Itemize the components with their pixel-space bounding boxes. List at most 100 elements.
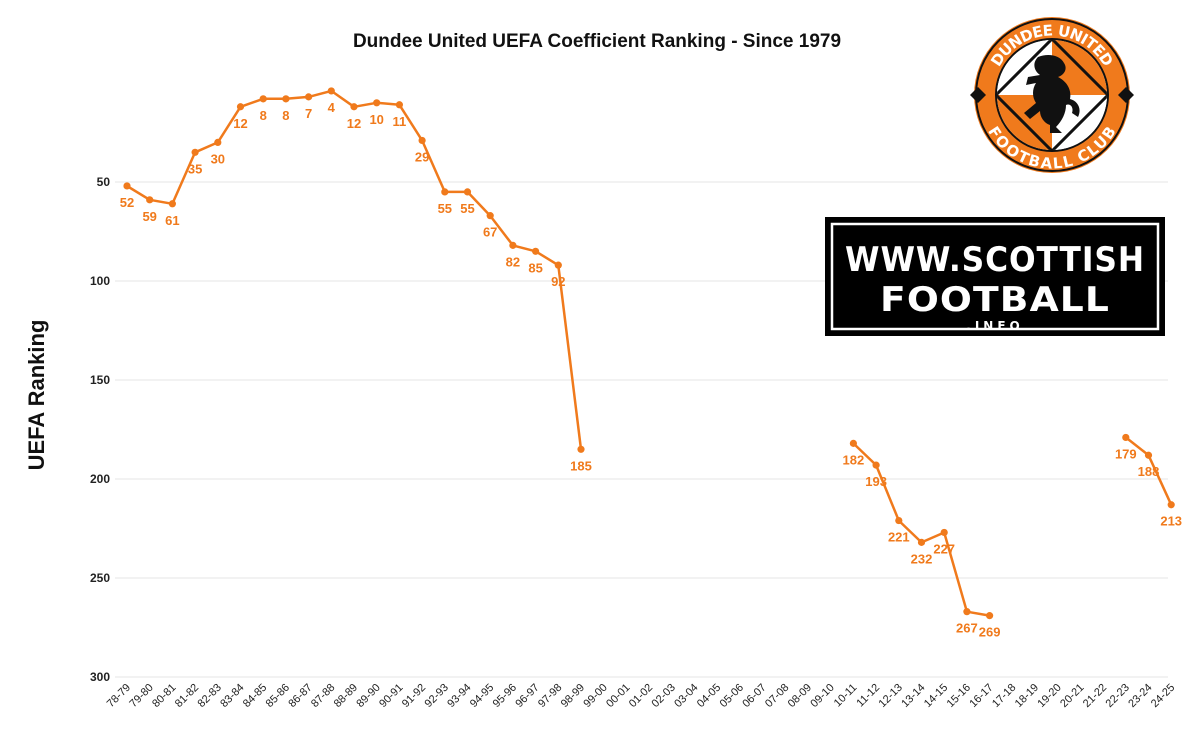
data-label: 82 (506, 254, 520, 269)
x-tick-label: 90-91 (377, 682, 405, 710)
x-tick-labels: 78-7979-8080-8181-8282-8383-8484-8585-86… (105, 682, 1178, 710)
dundee-united-crest: DUNDEE UNITED FOOTBALL CLUB (970, 17, 1134, 173)
data-point (486, 212, 494, 220)
data-label: 61 (165, 213, 179, 228)
data-label: 35 (188, 161, 202, 176)
x-tick-label: 86-87 (286, 682, 314, 710)
data-label: 12 (233, 116, 247, 131)
x-tick-label: 85-86 (264, 682, 292, 710)
x-tick-label: 02-03 (650, 682, 678, 710)
x-tick-label: 18-19 (1013, 682, 1041, 710)
data-label: 182 (843, 452, 865, 467)
data-point (509, 241, 517, 249)
x-tick-label: 20-21 (1058, 682, 1086, 710)
x-tick-label: 83-84 (218, 682, 246, 710)
brand-line2: FOOTBALL (880, 280, 1110, 320)
data-label: 227 (933, 541, 955, 556)
data-point (191, 148, 199, 156)
x-tick-label: 93-94 (445, 682, 473, 710)
data-label: 267 (956, 621, 978, 636)
x-tick-label: 99-00 (581, 682, 609, 710)
x-tick-label: 81-82 (173, 682, 201, 710)
data-label: 8 (282, 108, 289, 123)
x-tick-label: 10-11 (832, 682, 860, 710)
x-tick-label: 88-89 (332, 682, 360, 710)
data-point (463, 188, 472, 196)
data-point (1167, 501, 1175, 509)
data-point (986, 612, 994, 620)
x-tick-label: 23-24 (1126, 682, 1154, 710)
data-point (872, 461, 880, 469)
x-tick-label: 91-92 (400, 682, 428, 710)
x-tick-label: 80-81 (150, 682, 178, 710)
ranking-series (126, 89, 1173, 617)
x-tick-label: 06-07 (740, 682, 768, 710)
x-tick-label: 13-14 (899, 682, 927, 710)
brand-border (830, 222, 1160, 331)
y-tick-label: 100 (90, 274, 110, 288)
data-label: 59 (142, 209, 156, 224)
data-label: 92 (551, 274, 565, 289)
data-point (350, 103, 358, 111)
x-tick-label: 01-02 (627, 682, 655, 710)
x-tick-label: 03-04 (672, 682, 700, 710)
y-tick-labels: 50 100 150 200 250 300 (90, 175, 110, 684)
data-label: 67 (483, 225, 497, 240)
data-point (305, 93, 313, 101)
data-point (259, 95, 267, 103)
scottish-football-logo: WWW.SCOTTISH FOOTBALL .INFO (825, 217, 1165, 336)
y-tick-label: 300 (90, 670, 110, 684)
data-point (146, 196, 154, 204)
x-tick-label: 24-25 (1149, 682, 1177, 710)
x-tick-label: 07-08 (763, 682, 791, 710)
data-point (214, 138, 222, 146)
data-point (168, 200, 176, 208)
data-label: 12 (347, 116, 361, 131)
x-tick-label: 16-17 (967, 682, 995, 710)
data-point (940, 528, 948, 537)
x-tick-label: 79-80 (127, 682, 155, 710)
x-tick-label: 82-83 (196, 682, 224, 710)
data-point (895, 516, 903, 525)
x-tick-label: 96-97 (513, 682, 541, 710)
data-label: 11 (393, 114, 407, 129)
data-label: 30 (211, 151, 225, 166)
grid-lines (115, 181, 1168, 678)
data-point (554, 261, 562, 269)
data-label: 55 (438, 201, 452, 216)
data-label: 29 (415, 149, 429, 164)
x-tick-label: 89-90 (354, 682, 382, 710)
y-tick-label: 150 (90, 373, 110, 387)
series-line (126, 89, 583, 450)
data-point (373, 99, 381, 107)
data-point (418, 136, 426, 145)
x-tick-label: 92-93 (423, 682, 451, 710)
data-point (236, 103, 245, 111)
data-point (327, 87, 335, 95)
x-tick-label: 84-85 (241, 682, 269, 710)
data-label: 179 (1115, 446, 1137, 461)
data-point (282, 95, 290, 103)
y-axis-label: UEFA Ranking (24, 320, 49, 471)
data-label: 4 (328, 100, 336, 115)
data-point (395, 101, 403, 109)
x-tick-label: 94-95 (468, 682, 496, 710)
y-tick-label: 50 (97, 175, 111, 189)
data-point (1144, 451, 1153, 459)
x-tick-label: 22-23 (1104, 682, 1132, 710)
x-tick-label: 19-20 (1035, 682, 1063, 710)
data-label: 188 (1138, 464, 1160, 479)
data-label: 10 (369, 112, 383, 127)
data-point (1122, 433, 1130, 442)
brand-background (825, 217, 1165, 336)
data-label: 232 (911, 551, 933, 566)
data-label: 85 (528, 260, 542, 275)
data-point (849, 439, 858, 447)
data-label: 8 (260, 108, 267, 123)
data-label: 55 (460, 201, 474, 216)
x-tick-label: 09-10 (808, 682, 836, 710)
crest-left-diamond-icon (970, 87, 986, 103)
crest-right-diamond-icon (1118, 87, 1134, 103)
x-tick-label: 08-09 (786, 682, 814, 710)
